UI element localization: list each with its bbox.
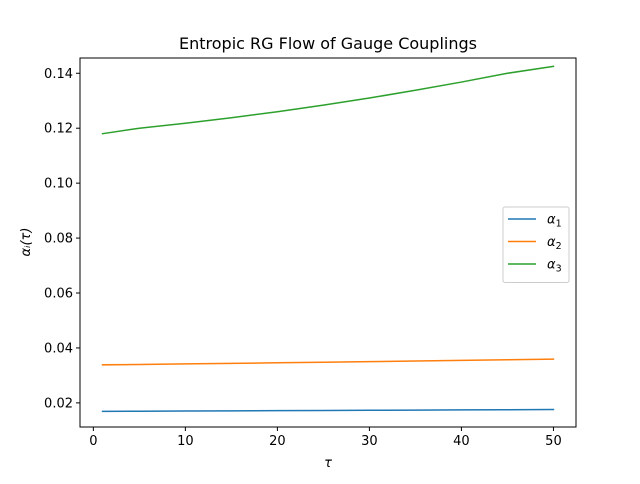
y-tick-label: 0.04 [44,341,73,356]
x-axis: 0 10 20 30 40 50 [89,427,562,449]
y-tick-label: 0.06 [44,287,73,302]
y-tick-label: 0.08 [44,232,73,247]
y-axis-label: αᵢ(τ) [19,228,34,257]
series-line-1 [101,408,555,413]
axes-frame [79,57,577,428]
x-axis-label: τ [324,456,332,471]
legend-label-2: α2 [547,235,562,252]
legend-label-3: α3 [547,258,562,275]
x-tick-label: 40 [453,434,470,449]
y-tick-label: 0.14 [44,67,73,82]
x-tick-label: 0 [89,434,97,449]
legend-label-1: α1 [547,213,562,230]
series-line-3 [101,65,555,135]
legend: α1 α2 α3 [502,206,570,283]
chart-title: Entropic RG Flow of Gauge Couplings [179,34,477,53]
series-line-2 [101,358,555,366]
y-tick-label: 0.10 [44,177,73,192]
x-tick-label: 50 [545,434,562,449]
x-tick-label: 30 [361,434,378,449]
x-tick-label: 20 [269,434,286,449]
x-tick-label: 10 [177,434,194,449]
y-axis: 0.02 0.04 0.06 0.08 0.10 0.12 0.14 [44,67,80,411]
y-tick-label: 0.02 [44,396,73,411]
plot-area [101,65,555,413]
y-tick-label: 0.12 [44,122,73,137]
